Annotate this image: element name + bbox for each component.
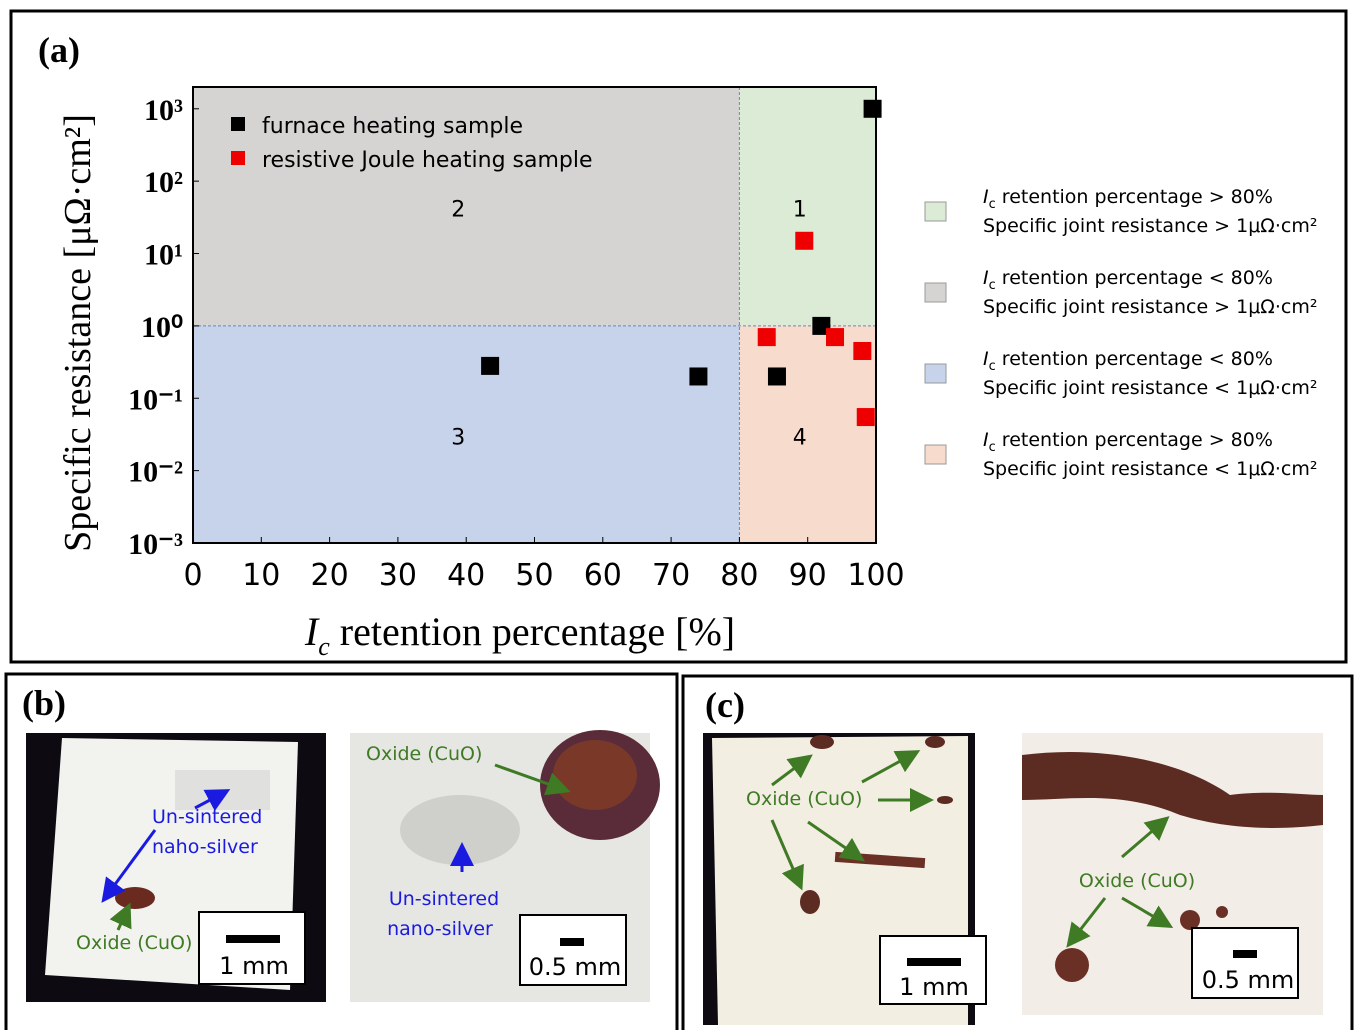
x-tick-label: 50 (515, 558, 553, 593)
x-tick-label: 70 (652, 558, 690, 593)
legend-text: Specific joint resistance < 1μΩ·cm² (983, 458, 1317, 480)
y-tick-label: 10¹ (144, 239, 183, 272)
legend-text: Ic retention percentage < 80% (983, 348, 1273, 374)
region (739, 87, 876, 326)
y-tick-label: 10⁻² (128, 456, 183, 489)
legend-text-part: c (989, 197, 996, 212)
chart: 1 Ic retention percentage > 80% Specific j… (57, 87, 1317, 661)
legend-label: furnace heating sample (262, 114, 523, 139)
annotation: Oxide (CuO) (746, 788, 862, 810)
legend-text-part: retention percentage > 80% (996, 429, 1273, 451)
micrograph: Un-sintered naho-silver Oxide (CuO) 1 mm (26, 733, 326, 1002)
point (768, 367, 786, 385)
x-tick-label: 40 (447, 558, 485, 593)
panel-label: (a) (38, 30, 80, 70)
annotation: naho-silver (152, 836, 258, 858)
point (826, 328, 844, 346)
point (481, 357, 499, 375)
legend-swatch (925, 283, 946, 302)
figure: (a) (b) (c) 1 Ic retention percentage > 8… (0, 0, 1354, 1030)
annotation: nano-silver (387, 918, 493, 940)
point (689, 367, 707, 385)
region-label: 1 (793, 197, 807, 222)
legend-text: Ic retention percentage < 80% (983, 267, 1273, 293)
x-axis-label-part: c (318, 632, 330, 661)
region (193, 326, 739, 543)
y-tick-label: 10² (144, 166, 183, 199)
annotation: Un-sintered (152, 806, 262, 828)
legend-text-part: retention percentage > 80% (996, 186, 1273, 208)
x-axis-label-part: retention percentage [%] (330, 609, 735, 654)
x-axis-label: Ic retention percentage [%] (304, 609, 735, 661)
legend-text-part: retention percentage < 80% (996, 267, 1273, 289)
legend-text: Specific joint resistance > 1μΩ·cm² (983, 296, 1317, 318)
y-axis-label: Specific resistance [μΩ·cm²] (57, 114, 99, 552)
legend-marker (231, 151, 245, 165)
legend-swatch (925, 445, 946, 464)
point (853, 342, 871, 360)
legend-text-part: c (989, 359, 996, 374)
y-tick-label: 10⁰ (141, 311, 183, 344)
legend-text-part: retention percentage < 80% (996, 348, 1273, 370)
legend-swatch (925, 364, 946, 383)
point (857, 408, 875, 426)
legend-text-part: c (989, 440, 996, 455)
x-tick-label: 80 (720, 558, 758, 593)
point (795, 232, 813, 250)
x-tick-label: 60 (584, 558, 622, 593)
point (864, 100, 882, 118)
region-label: 3 (451, 425, 465, 450)
annotation: Un-sintered (389, 888, 499, 910)
annotation: Oxide (CuO) (366, 743, 482, 765)
legend-swatch (925, 202, 946, 221)
legend-text-part: c (989, 278, 996, 293)
x-tick-label: 100 (847, 558, 904, 593)
panel-label: (b) (22, 683, 66, 723)
legend-text: Ic retention percentage > 80% (983, 186, 1273, 212)
x-tick-label: 30 (379, 558, 417, 593)
scale-label: 1 mm (219, 952, 289, 980)
micrograph: Oxide (CuO) Un-sintered nano-silver 0.5 … (350, 730, 660, 1002)
y-tick-label: 10⁻¹ (128, 383, 183, 416)
region-label: 4 (793, 425, 807, 450)
x-tick-label: 20 (311, 558, 349, 593)
y-tick-label: 10³ (144, 94, 183, 127)
legend-label: resistive Joule heating sample (262, 148, 593, 173)
annotation: Oxide (CuO) (76, 932, 192, 954)
legend-text: Specific joint resistance > 1μΩ·cm² (983, 215, 1317, 237)
point (758, 328, 776, 346)
annotation: Oxide (CuO) (1079, 870, 1195, 892)
micrograph: Oxide (CuO) 0.5 mm (1022, 733, 1323, 1015)
region-label: 2 (451, 197, 465, 222)
legend-text: Specific joint resistance < 1μΩ·cm² (983, 377, 1317, 399)
y-tick-label: 10⁻³ (128, 528, 183, 561)
scale-label: 0.5 mm (1202, 966, 1295, 994)
micrograph: Oxide (CuO) 1 mm (703, 733, 986, 1025)
x-tick-label: 90 (789, 558, 827, 593)
scale-label: 0.5 mm (529, 953, 622, 981)
scale-label: 1 mm (899, 973, 969, 1001)
legend-marker (231, 117, 245, 131)
legend-text: Ic retention percentage > 80% (983, 429, 1273, 455)
x-tick-label: 0 (183, 558, 202, 593)
panel-label: (c) (705, 685, 745, 725)
x-tick-label: 10 (242, 558, 280, 593)
